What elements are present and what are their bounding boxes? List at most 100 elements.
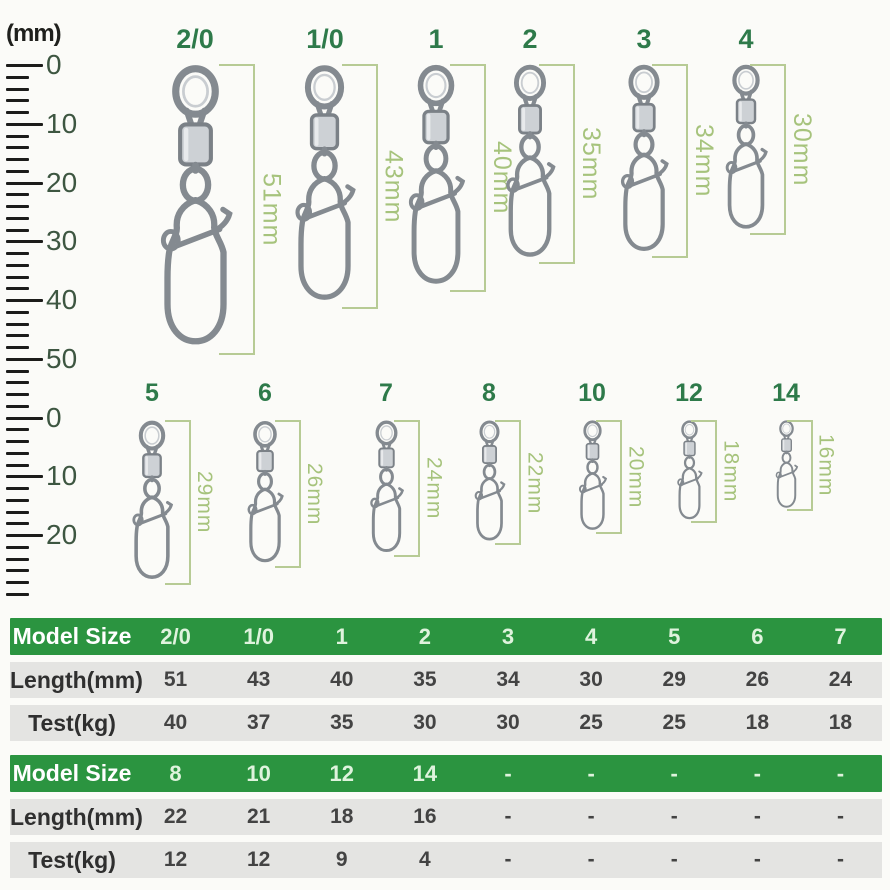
swivel-snap-illustration xyxy=(132,420,173,579)
table-header-value: 6 xyxy=(751,623,764,649)
table-header-value: - xyxy=(587,760,595,786)
measurement-label: 34mm xyxy=(689,124,718,198)
table-data-row: Length(mm) 51 43 40 35 34 30 29 26 24 xyxy=(10,662,882,698)
swivel-snap-illustration xyxy=(506,64,556,257)
table-row-label: Length(mm) xyxy=(10,803,143,830)
ruler-tick xyxy=(6,381,29,385)
swivel-snap-illustration xyxy=(578,420,607,530)
ruler-tick-label: 40 xyxy=(46,284,78,315)
ruler-tick xyxy=(6,581,29,584)
measurement-indicator xyxy=(495,420,522,546)
table-cell-value: 18 xyxy=(828,711,853,734)
ruler-tick xyxy=(6,240,43,244)
table-header-value: 1 xyxy=(335,623,348,649)
ruler: (mm) 0 10 20 30 40 50 0 10 20 xyxy=(0,0,120,612)
ruler-tick xyxy=(6,510,29,514)
table-header-value: 7 xyxy=(834,623,847,649)
swivel-snap-illustration xyxy=(621,64,669,251)
table-header-value: 5 xyxy=(668,623,681,649)
table-cell-value: - xyxy=(587,848,595,871)
measurement-indicator xyxy=(596,420,623,534)
ruler-unit-label: (mm) xyxy=(6,20,62,47)
ruler-tick xyxy=(6,181,43,185)
ruler-tick-label: 50 xyxy=(46,342,78,374)
measurement-label: 20mm xyxy=(624,445,648,509)
ruler-tick xyxy=(6,134,29,138)
measurement-label: 26mm xyxy=(303,462,327,526)
ruler-tick xyxy=(6,451,29,455)
ruler-tick xyxy=(6,416,43,420)
swivel-snap-illustration xyxy=(474,420,506,541)
table-header-value: 2 xyxy=(418,623,431,649)
ruler-tick xyxy=(6,216,29,220)
ruler-tick-label: 20 xyxy=(46,519,78,550)
ruler-tick xyxy=(6,428,29,432)
ruler-tick xyxy=(6,122,43,126)
ruler-tick xyxy=(6,111,29,114)
measurement-label: 30mm xyxy=(788,112,817,187)
table-cell-value: - xyxy=(670,848,678,871)
table-cell-value: 40 xyxy=(163,711,188,734)
table-header-value: - xyxy=(670,760,678,786)
table-cell-value: 37 xyxy=(246,711,271,734)
swivel-snap-illustration xyxy=(160,65,233,345)
ruler-tick-label: 0 xyxy=(46,49,62,80)
table-header-value: 2/0 xyxy=(160,623,191,649)
table-cell-value: 29 xyxy=(662,668,686,691)
measurement-label: 43mm xyxy=(379,149,408,224)
table-cell-value: 30 xyxy=(579,668,603,691)
size-label: 6 xyxy=(258,379,272,407)
table-cell-value: 51 xyxy=(163,668,188,691)
table-cell-value: 43 xyxy=(246,668,271,691)
measurement-label: 51mm xyxy=(257,172,286,247)
ruler-tick xyxy=(6,592,29,596)
ruler-tick-label: 0 xyxy=(46,401,62,433)
ruler-tick-label: 30 xyxy=(46,225,78,257)
ruler-tick xyxy=(6,275,29,279)
measurement-indicator xyxy=(275,420,302,569)
table-cell-value: 25 xyxy=(662,711,686,734)
ruler-tick xyxy=(6,357,43,361)
table-cell-value: 12 xyxy=(163,848,188,871)
ruler-tick xyxy=(6,487,29,490)
swivel-snap-illustration xyxy=(676,420,703,520)
measurement-indicator xyxy=(394,420,421,557)
table-cell-value: 34 xyxy=(496,668,520,691)
table-header-value: 1/0 xyxy=(243,623,274,649)
size-label: 10 xyxy=(578,379,606,407)
table-data-row: Test(kg) 12 12 9 4 - - - - - xyxy=(10,842,882,878)
swivel-snap-illustration xyxy=(409,64,466,284)
table-header-label: Model Size xyxy=(12,760,132,786)
table-cell-value: 30 xyxy=(413,711,437,734)
ruler-tick xyxy=(6,169,29,173)
ruler-tick xyxy=(6,64,43,67)
table-cell-value: - xyxy=(504,805,512,828)
table-data-row: Length(mm) 22 21 18 16 - - - - - xyxy=(10,799,882,835)
ruler-tick xyxy=(6,193,29,197)
swivel-snap-illustration xyxy=(775,420,798,508)
swivel-snap-illustration xyxy=(369,420,404,553)
measurement-indicator xyxy=(219,64,256,355)
size-label: 3 xyxy=(636,24,652,54)
ruler-tick xyxy=(6,557,29,561)
table-cell-value: - xyxy=(670,805,678,828)
ruler-tick xyxy=(6,404,29,408)
measurement-label: 24mm xyxy=(422,457,446,520)
measurement-indicator xyxy=(786,420,813,512)
table-cell-value: - xyxy=(753,805,761,828)
swivel-snap-illustration xyxy=(295,65,357,300)
ruler-tick xyxy=(6,475,43,479)
table-header-value: - xyxy=(836,760,845,786)
table-cell-value: - xyxy=(587,805,595,828)
size-label: 5 xyxy=(145,379,159,407)
table-cell-value: 24 xyxy=(828,668,853,691)
table-cell-value: 35 xyxy=(413,668,437,691)
size-label: 8 xyxy=(482,379,496,407)
table-header-label: Model Size xyxy=(12,623,132,649)
ruler-tick xyxy=(6,310,29,314)
measurement-indicator xyxy=(165,420,192,586)
table-cell-value: - xyxy=(836,805,844,828)
table-cell-value: 12 xyxy=(246,848,271,871)
table-header-value: 8 xyxy=(169,760,182,786)
